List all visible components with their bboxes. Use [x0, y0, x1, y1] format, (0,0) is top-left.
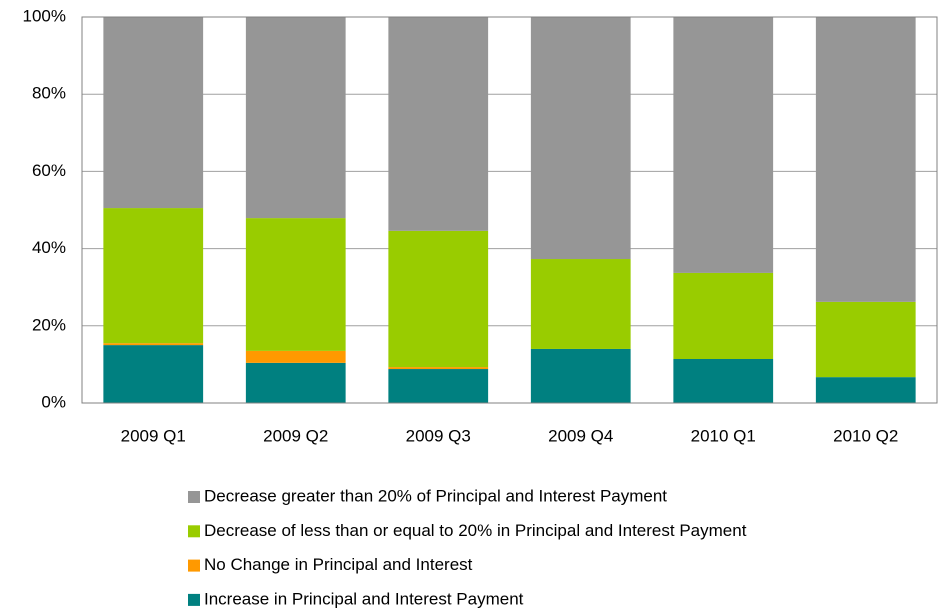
legend-swatch: [188, 525, 200, 538]
bar-segment: [245, 350, 346, 363]
y-tick-label: 100%: [23, 6, 66, 25]
y-tick-label: 0%: [41, 392, 66, 411]
bar-segment: [530, 17, 631, 260]
y-tick-label: 40%: [32, 238, 66, 257]
bar-segment: [673, 358, 774, 403]
bar-segment: [530, 348, 631, 403]
bar-segment: [388, 230, 489, 368]
legend-swatch: [188, 593, 200, 606]
bar-segment: [388, 367, 489, 370]
legend-label: Decrease of less than or equal to 20% in…: [204, 521, 747, 540]
x-tick-label: 2009 Q1: [121, 426, 186, 445]
bar-segment: [815, 301, 916, 378]
y-tick-label: 20%: [32, 315, 66, 334]
x-tick-label: 2009 Q2: [263, 426, 328, 445]
plot-frame: [81, 16, 938, 404]
bar-segment: [815, 377, 916, 403]
bar-segment: [103, 208, 204, 344]
y-tick-label: 80%: [32, 84, 66, 103]
x-tick-label: 2010 Q1: [691, 426, 756, 445]
bar-segment: [245, 218, 346, 351]
bar-segment: [673, 17, 774, 273]
legend-label: No Change in Principal and Interest: [204, 555, 473, 574]
bar-segment: [673, 272, 774, 359]
bar-segment: [103, 343, 204, 346]
legend-swatch: [188, 491, 200, 503]
x-tick-label: 2009 Q3: [406, 426, 471, 445]
legend-swatch: [188, 559, 200, 572]
legend-label: Increase in Principal and Interest Payme…: [204, 589, 524, 608]
y-tick-label: 60%: [32, 161, 66, 180]
bar-segment: [815, 17, 916, 302]
x-tick-label: 2009 Q4: [548, 426, 613, 445]
bar-segment: [388, 17, 489, 231]
x-tick-label: 2010 Q2: [833, 426, 898, 445]
bar-segment: [388, 369, 489, 403]
bar-segment: [530, 259, 631, 349]
bar-segment: [103, 345, 204, 403]
bar-segment: [245, 17, 346, 219]
legend-label: Decrease greater than 20% of Principal a…: [204, 486, 667, 505]
bar-segment: [245, 362, 346, 403]
bar-segment: [103, 17, 204, 209]
